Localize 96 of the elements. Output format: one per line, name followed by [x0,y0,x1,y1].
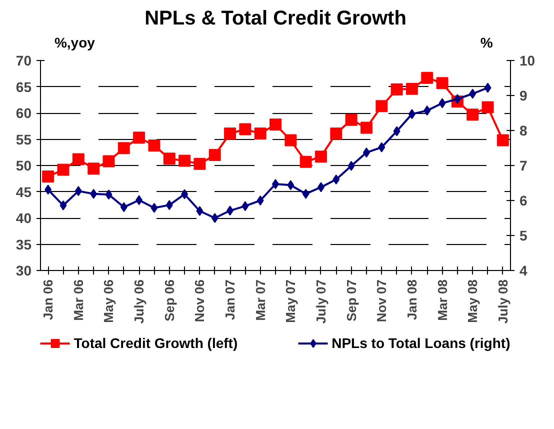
x-tick-label: May 08 [465,279,480,323]
y-tick-label: 45 [16,184,32,200]
point [120,202,128,212]
point [408,109,416,120]
legend-label: NPLs to Total Loans (right) [332,335,510,351]
y-tick-label: 40 [16,210,32,226]
legend-label: Total Credit Growth (left) [74,335,238,351]
point [469,88,476,99]
point [302,188,310,199]
point [118,142,130,154]
point [390,83,403,96]
point [44,184,52,195]
x-tick-label: July 08 [495,279,510,324]
point [376,100,388,112]
y2-tick-label: 8 [520,122,528,138]
point [300,156,312,168]
point [484,82,492,93]
point [72,153,84,166]
chart-title: NPLs & Total Credit Growth [144,8,406,30]
point [194,158,206,170]
point [166,200,173,210]
point [148,140,160,152]
point [466,108,479,121]
x-tick-label: May 07 [283,279,298,323]
point [74,186,82,196]
point [314,150,327,163]
point [57,164,70,176]
point [102,155,115,168]
y-tick-label: 65 [16,78,32,95]
y-tick-label: 35 [16,236,32,252]
point [360,122,372,134]
point [454,94,461,104]
point [317,182,324,192]
point [254,127,266,140]
point [181,189,188,200]
point [362,148,370,158]
point [393,126,400,136]
point [178,154,191,167]
y2-tick-label: 7 [520,158,528,174]
point [348,160,355,171]
y-tick-label: 30 [16,262,32,278]
y-tick-label: 50 [16,158,32,174]
y2-tick-label: 4 [520,262,528,278]
point [239,123,252,136]
y2-tick-label: 10 [520,52,536,68]
point [287,180,294,190]
point [421,72,434,84]
y-tick-label: 70 [16,52,32,68]
x-tick-label: Sep 06 [162,279,177,322]
y2-tick-label: 5 [520,228,528,244]
y2-tick-label: 6 [520,192,528,208]
point [482,101,494,114]
point [163,152,176,165]
point [196,206,204,216]
point [242,201,249,212]
point [438,98,446,108]
point [284,134,297,146]
x-tick-label: July 06 [132,279,147,324]
point [406,82,418,95]
y-tick-label: 55 [16,131,32,148]
point [345,114,358,126]
point [90,188,98,199]
point [270,118,282,131]
y-axis-title: %,yoy [54,34,96,51]
point [424,106,431,116]
point [256,196,264,206]
x-tick-label: Sep 07 [344,279,359,322]
x-tick-label: Mar 06 [70,279,86,321]
point [60,200,67,210]
y2-axis-title: % [480,34,494,51]
x-tick-label: Mar 07 [252,279,268,321]
point [42,170,54,183]
point [224,127,236,140]
point [226,206,234,216]
point [378,142,386,152]
point [150,202,158,213]
x-tick-label: Nov 07 [374,279,390,322]
x-tick-label: Jan 07 [222,279,238,320]
x-tick-label: Jan 06 [40,279,56,320]
x-tick-label: July 07 [313,279,328,324]
y-tick-label: 60 [16,105,32,121]
point [136,195,143,206]
point [88,162,100,175]
point [133,132,146,144]
point [496,134,509,146]
x-tick-label: Mar 08 [434,279,450,321]
point [330,127,342,140]
x-tick-label: Jan 08 [404,279,420,320]
x-tick-label: May 06 [101,279,116,323]
point [332,174,340,184]
point [436,77,448,90]
point [105,190,112,200]
y2-tick-label: 9 [520,88,528,104]
point [208,149,221,161]
point [211,213,218,223]
x-tick-label: Nov 06 [192,279,208,322]
